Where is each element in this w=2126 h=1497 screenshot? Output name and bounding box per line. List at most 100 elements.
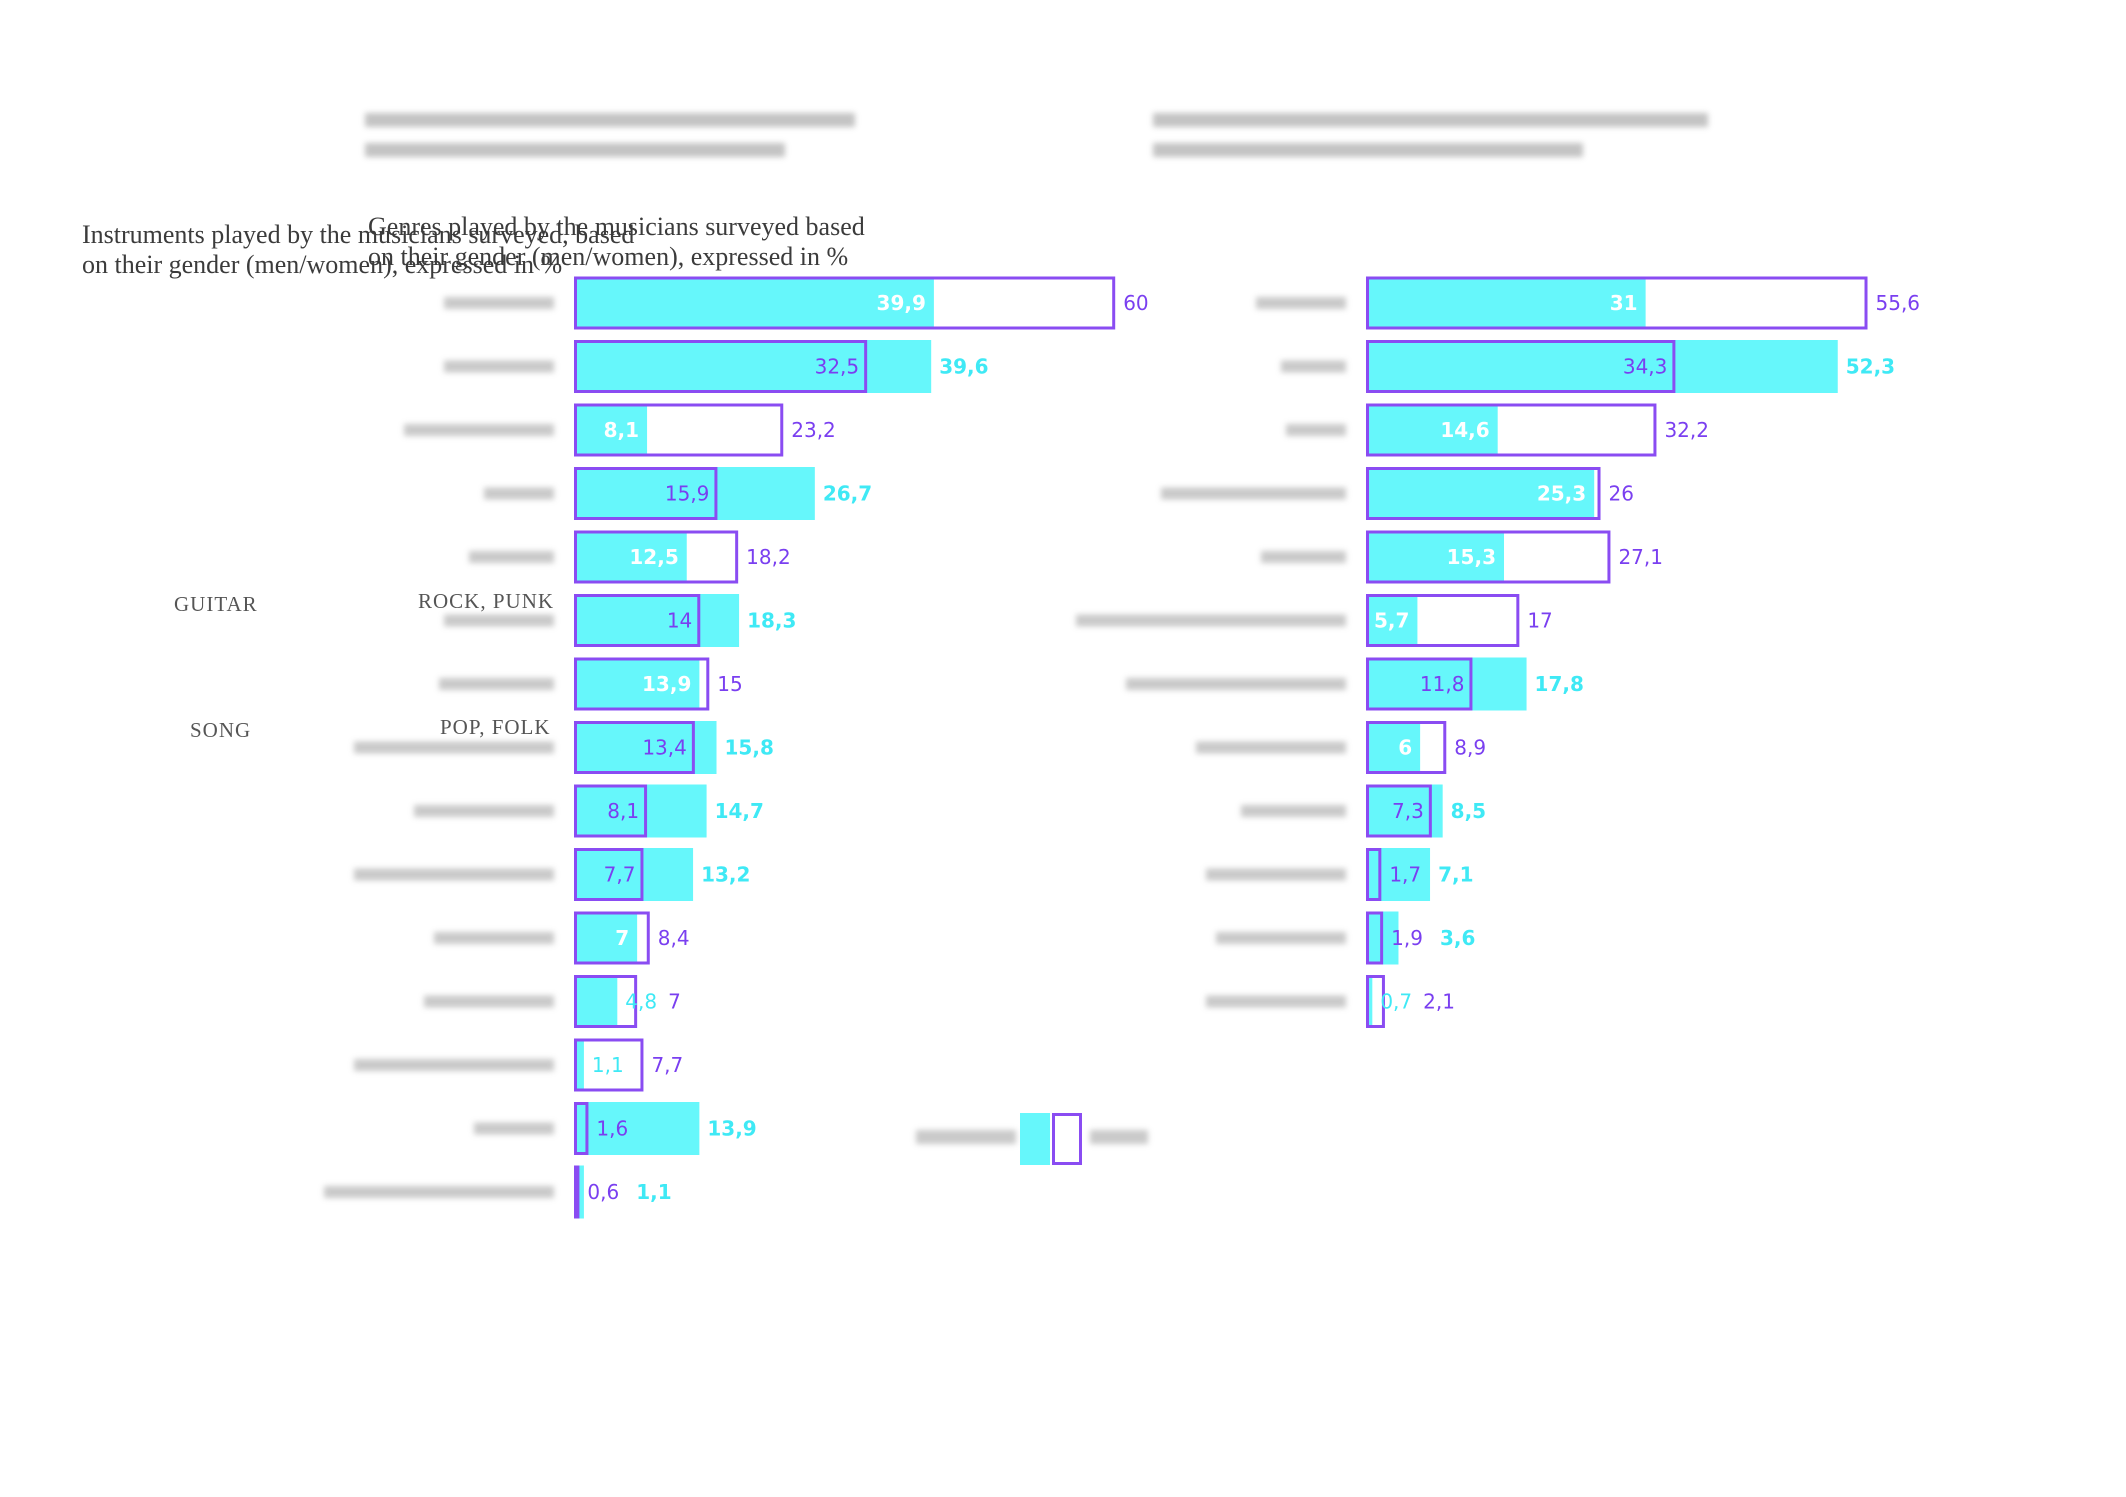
- men-value-label: 1,9: [1391, 926, 1423, 950]
- men-value-label: 7,7: [651, 1053, 683, 1077]
- women-value-label: 31: [1610, 291, 1638, 315]
- men-bar: [574, 721, 695, 774]
- category-label-placeholder: [484, 487, 554, 500]
- instruments-chart: 31 55,6 34,3 52,3 14,6 32,2 25,3 26 15,3 27,1 5,7 1…: [1076, 276, 1921, 1028]
- category-label-placeholder: [439, 678, 554, 690]
- genres-overlay-title: Genres played by the musicians surveyed …: [368, 212, 865, 271]
- genres-chart: 39,9 60 32,5 39,6 8,1 23,2 15,9 26,7 12,5 18,2 14 1…: [324, 276, 1149, 1219]
- women-value-label: 26,7: [823, 482, 872, 506]
- women-bar: [1366, 403, 1498, 457]
- men-value-label: 1,6: [596, 1117, 628, 1141]
- category-label-placeholder: [469, 551, 554, 563]
- category-label-placeholder: [414, 805, 554, 817]
- category-label-placeholder: [434, 932, 554, 944]
- category-label-placeholder: [354, 868, 554, 881]
- men-bar: [574, 340, 868, 393]
- women-bar: [574, 848, 694, 901]
- women-bar: [574, 1102, 700, 1155]
- men-value-label: 8,1: [607, 799, 639, 823]
- men-value-label: 11,8: [1420, 672, 1465, 696]
- women-value-label: 8,1: [604, 418, 639, 442]
- women-value-label: 6: [1398, 736, 1412, 760]
- women-value-label: 3,6: [1440, 926, 1475, 950]
- rock-punk-ghost-label: ROCK, PUNK: [418, 589, 555, 613]
- women-bar: [574, 911, 638, 965]
- men-value-label: 23,2: [791, 418, 836, 442]
- category-label-placeholder: [354, 741, 554, 754]
- women-value-label: 7: [615, 926, 629, 950]
- women-value-label: 14,6: [1440, 418, 1489, 442]
- women-bar: [1366, 848, 1431, 901]
- men-value-label: 55,6: [1876, 291, 1921, 315]
- women-value-label: 39,6: [939, 355, 988, 379]
- women-value-label: 1,1: [636, 1180, 671, 1204]
- category-label-placeholder: [444, 360, 554, 373]
- men-value-label: 17: [1527, 609, 1552, 633]
- pop-folk-ghost-label: POP, FOLK: [440, 715, 551, 739]
- left-chart-title-blurred: [365, 107, 865, 167]
- category-label-placeholder: [1281, 360, 1346, 373]
- women-bar: [574, 657, 700, 711]
- men-value-label: 27,1: [1618, 545, 1663, 569]
- men-bar: [1366, 530, 1611, 584]
- category-label-placeholder: [1076, 614, 1346, 627]
- men-bar: [574, 1102, 589, 1155]
- women-value-label: 15,8: [725, 736, 774, 760]
- men-bar: [1366, 975, 1385, 1028]
- women-value-label: 39,9: [877, 291, 926, 315]
- women-bar: [574, 403, 648, 457]
- men-value-label: 18,2: [746, 545, 791, 569]
- men-bar: [574, 848, 644, 901]
- legend-women-swatch: [1020, 1113, 1050, 1165]
- men-value-label: 7,7: [604, 863, 636, 887]
- category-label-placeholder: [474, 1122, 554, 1135]
- category-label-placeholder: [444, 614, 554, 627]
- women-bar: [1366, 594, 1418, 647]
- category-label-placeholder: [424, 995, 554, 1008]
- men-bar: [574, 530, 739, 584]
- women-value-label: 1,1: [592, 1053, 624, 1077]
- women-value-label: 17,8: [1535, 672, 1584, 696]
- women-bar: [574, 467, 815, 520]
- men-bar: [1366, 594, 1520, 647]
- men-bar: [1366, 721, 1447, 774]
- category-label-placeholder: [444, 297, 554, 309]
- men-bar: [574, 467, 718, 520]
- women-value-label: 8,5: [1451, 799, 1486, 823]
- men-value-label: 32,5: [815, 355, 860, 379]
- men-value-label: 14: [667, 609, 692, 633]
- category-label-placeholder: [1241, 805, 1346, 817]
- women-bar: [574, 594, 740, 647]
- women-bar: [1366, 276, 1646, 330]
- women-value-label: 4,8: [625, 990, 657, 1014]
- men-value-label: 7: [668, 990, 681, 1014]
- men-bar: [574, 657, 710, 711]
- legend-men-swatch: [1052, 1113, 1082, 1165]
- men-value-label: 26: [1609, 482, 1634, 506]
- men-bar: [574, 784, 648, 838]
- women-value-label: 13,9: [642, 672, 691, 696]
- women-bar: [1366, 721, 1421, 774]
- women-value-label: 0,7: [1380, 990, 1412, 1014]
- women-bar: [1366, 657, 1527, 711]
- women-value-label: 15,3: [1447, 545, 1496, 569]
- women-bar: [574, 530, 687, 584]
- men-value-label: 13,4: [642, 736, 687, 760]
- men-bar: [574, 594, 701, 647]
- men-bar: [1366, 467, 1601, 520]
- men-value-label: 60: [1123, 291, 1148, 315]
- men-value-label: 0,6: [587, 1180, 619, 1204]
- men-bar: [574, 911, 650, 965]
- right-chart-title-blurred: [1153, 107, 1713, 167]
- category-label-placeholder: [404, 424, 554, 436]
- men-value-label: 1,7: [1389, 863, 1421, 887]
- category-label-placeholder: [1286, 424, 1346, 436]
- men-value-label: 15,9: [665, 482, 710, 506]
- women-value-label: 7,1: [1438, 863, 1473, 887]
- legend-women-text-placeholder: [916, 1130, 1016, 1144]
- category-label-placeholder: [1216, 932, 1346, 944]
- women-bar: [574, 1038, 584, 1092]
- women-bar: [574, 784, 707, 838]
